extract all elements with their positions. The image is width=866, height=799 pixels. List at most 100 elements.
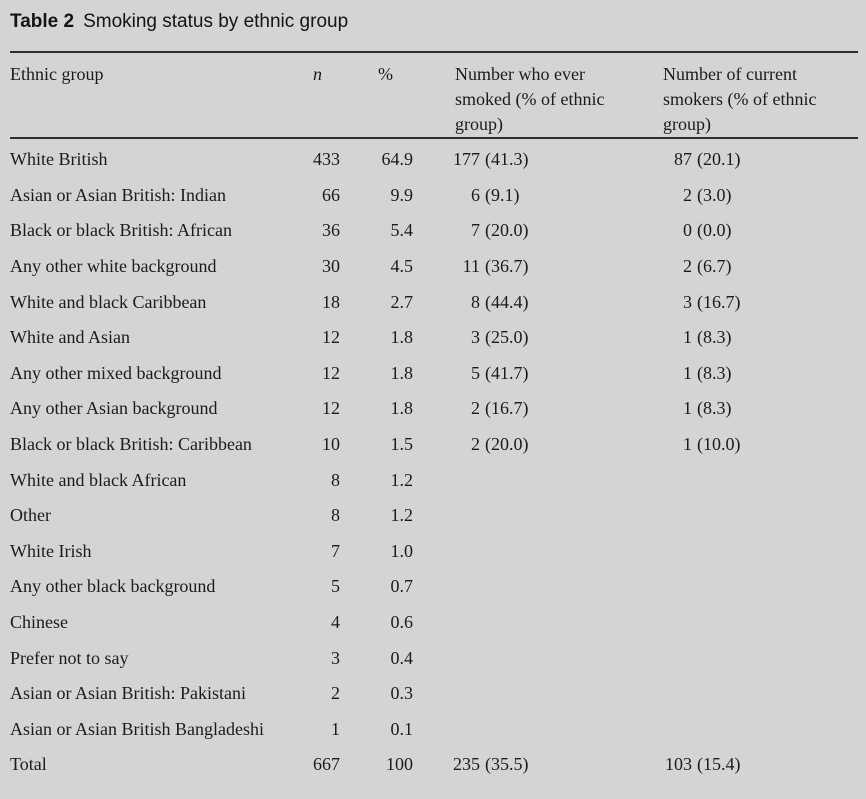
cell-ever-smoked-count [413,462,480,498]
table-caption: Table 2 Smoking status by ethnic group [0,0,866,33]
cell-current-smokers-count: 2 [683,256,692,277]
cell-ever-smoked-percent [480,676,612,712]
cell-ever-smoked-count [413,605,480,641]
cell-ethnic-group: Asian or Asian British: Indian [10,184,226,205]
cell-current-smokers-percent: (20.1) [697,149,741,170]
table-row: Any other Asian background 12 1.8 2 (16.… [10,391,858,427]
cell-n: 8 [331,505,340,526]
cell-ethnic-group: Prefer not to say [10,647,129,668]
cell-n: 4 [331,612,340,633]
cell-ever-smoked-count: 3 [471,327,480,348]
cell-ethnic-group: Chinese [10,612,68,633]
cell-ever-smoked-count [413,569,480,605]
cell-n: 433 [313,149,340,170]
cell-percent: 0.3 [390,683,414,704]
cell-ethnic-group: White Irish [10,540,92,561]
cell-percent: 0.1 [390,718,414,739]
cell-current-smokers-count [612,640,692,676]
cell-ever-smoked-percent: (25.0) [485,327,529,348]
cell-ethnic-group: Any other mixed background [10,362,222,383]
cell-ever-smoked-count [413,498,480,534]
cell-current-smokers-count: 1 [683,327,692,348]
cell-ethnic-group: Asian or Asian British Bangladeshi [10,718,264,739]
cell-current-smokers-percent: (8.3) [697,362,732,383]
cell-n: 12 [322,327,340,348]
table-row: Any other white background 30 4.5 11 (36… [10,249,858,285]
cell-percent: 2.7 [390,291,414,312]
cell-ever-smoked-percent [480,569,612,605]
table-row: Asian or Asian British: Pakistani 2 0.3 [10,676,858,712]
cell-current-smokers-percent [692,462,858,498]
cell-percent: 1.2 [390,505,414,526]
cell-percent: 9.9 [390,184,414,205]
cell-ever-smoked-percent: (16.7) [485,398,529,419]
table-caption-title: Smoking status by ethnic group [83,11,349,32]
table-row: Black or black British: African 36 5.4 7… [10,213,858,249]
table-row: Any other mixed background 12 1.8 5 (41.… [10,356,858,392]
cell-current-smokers-percent: (3.0) [697,184,732,205]
column-header-ever-smoked: Number who ever smoked (% of ethnic grou… [413,52,612,139]
cell-n: 3 [331,647,340,668]
cell-percent: 5.4 [390,220,414,241]
cell-current-smokers-count [612,534,692,570]
cell-ethnic-group: White and black Caribbean [10,291,207,312]
cell-ever-smoked-count [413,712,480,748]
table-row: Asian or Asian British Bangladeshi 1 0.1 [10,712,858,748]
cell-percent: 1.2 [390,469,414,490]
table-row: White British 433 64.9 177 (41.3) 87 (20… [10,142,858,178]
smoking-status-table: Ethnic group n % Number who ever smoked … [10,51,859,783]
cell-ethnic-group: Any other white background [10,256,217,277]
cell-percent: 1.8 [390,327,414,348]
cell-percent: 0.4 [390,647,414,668]
cell-current-smokers-count: 1 [683,362,692,383]
cell-n: 1 [331,718,340,739]
table-row: Any other black background 5 0.7 [10,569,858,605]
cell-ever-smoked-percent [480,712,612,748]
cell-current-smokers-count [612,462,692,498]
cell-ethnic-group: Black or black British: African [10,220,232,241]
cell-current-smokers-percent: (15.4) [697,754,741,775]
cell-percent: 1.8 [390,362,414,383]
cell-ever-smoked-count: 6 [471,184,480,205]
cell-percent: 1.5 [390,434,414,455]
cell-n: 36 [322,220,340,241]
cell-ethnic-group: White British [10,149,108,170]
column-header-percent: % [340,52,413,139]
column-header-ethnic-group: Ethnic group [10,52,313,139]
cell-current-smokers-count: 3 [683,291,692,312]
cell-current-smokers-count [612,676,692,712]
cell-ever-smoked-count: 2 [471,398,480,419]
cell-ever-smoked-count [413,534,480,570]
column-header-n: n [313,52,340,139]
cell-percent: 0.6 [390,612,414,633]
cell-ever-smoked-percent [480,534,612,570]
cell-n: 12 [322,398,340,419]
cell-ever-smoked-count: 177 [453,149,480,170]
cell-ethnic-group: Asian or Asian British: Pakistani [10,683,246,704]
cell-ever-smoked-percent: (35.5) [485,754,529,775]
cell-current-smokers-percent [692,498,858,534]
cell-n: 30 [322,256,340,277]
cell-ever-smoked-percent: (44.4) [485,291,529,312]
cell-ever-smoked-percent: (9.1) [485,184,520,205]
cell-ever-smoked-count: 11 [462,256,480,277]
cell-ever-smoked-count: 235 [453,754,480,775]
cell-current-smokers-percent [692,534,858,570]
cell-percent: 0.7 [390,576,414,597]
cell-current-smokers-percent: (16.7) [697,291,741,312]
cell-percent: 4.5 [390,256,414,277]
table-header-row: Ethnic group n % Number who ever smoked … [10,52,859,139]
cell-current-smokers-percent [692,676,858,712]
table-row: Total 667 100 235 (35.5) 103 (15.4) [10,747,858,783]
cell-current-smokers-percent: (8.3) [697,327,732,348]
table-row: Black or black British: Caribbean 10 1.5… [10,427,858,463]
cell-ever-smoked-percent: (36.7) [485,256,529,277]
cell-ethnic-group: Other [10,505,51,526]
cell-current-smokers-percent: (0.0) [697,220,732,241]
cell-current-smokers-percent: (8.3) [697,398,732,419]
cell-n: 12 [322,362,340,383]
cell-ethnic-group: Total [10,754,47,775]
table-row: Other 8 1.2 [10,498,858,534]
cell-ever-smoked-percent: (20.0) [485,220,529,241]
